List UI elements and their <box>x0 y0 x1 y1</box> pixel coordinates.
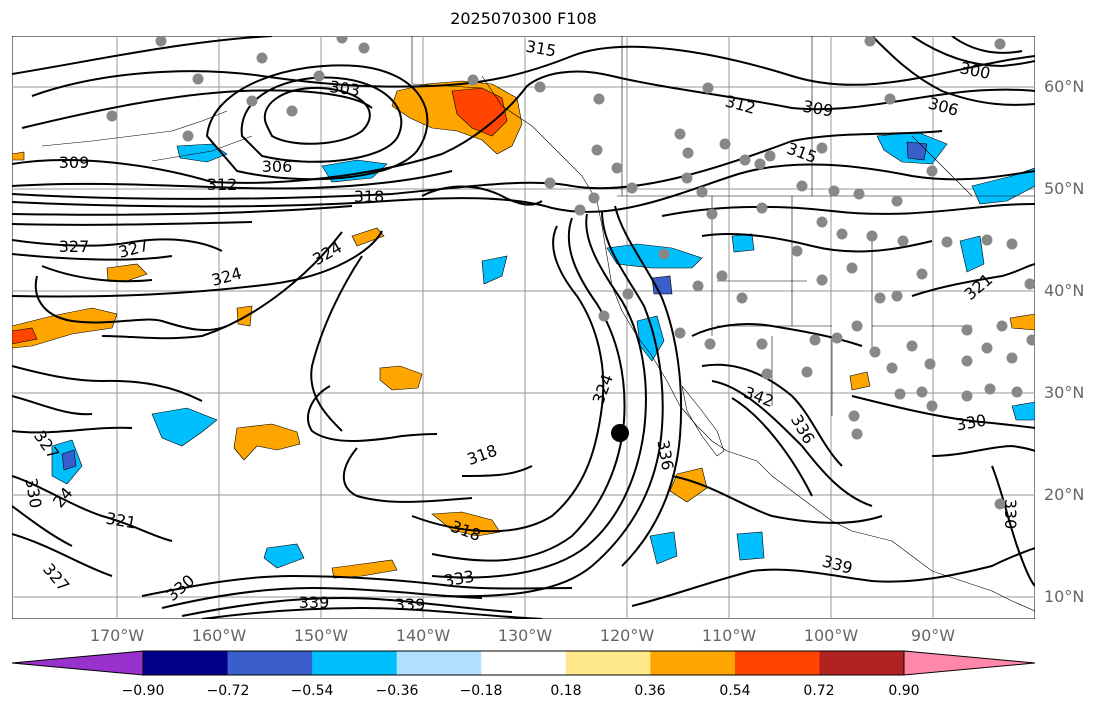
coastlines <box>41 36 1035 612</box>
lat-label: 50°N <box>1044 179 1085 198</box>
contour-label: 339 <box>299 593 330 612</box>
colorbar-tick-label: 0.18 <box>550 683 582 699</box>
contour-label: 339 <box>395 595 426 614</box>
colorbar-cell <box>565 651 651 675</box>
contour-label: 303 <box>328 77 361 100</box>
colorbar-cell <box>819 651 905 675</box>
contour-label: 327 <box>59 237 90 256</box>
colorbar-tick-label: −0.36 <box>375 683 419 699</box>
colorbar-tick-label: −0.54 <box>290 683 334 699</box>
lon-label: 110°W <box>701 626 757 645</box>
colorbar-tick-label: 0.36 <box>634 683 666 699</box>
lon-label: 120°W <box>599 626 655 645</box>
contour-label: 309 <box>59 153 90 172</box>
colorbar-cell <box>143 651 229 675</box>
lat-label: 10°N <box>1044 587 1085 606</box>
lat-label: 60°N <box>1044 77 1085 96</box>
colorbar-cell <box>396 651 482 675</box>
gridlines <box>12 36 1035 619</box>
lat-label: 20°N <box>1044 485 1085 504</box>
contour-label: 312 <box>207 175 238 194</box>
lon-label: 90°W <box>910 626 956 645</box>
colorbar-cell <box>650 651 736 675</box>
colorbar-cell <box>227 651 313 675</box>
contour-label: 330 <box>1001 499 1020 530</box>
colorbar-over-extend <box>904 651 1035 675</box>
lon-label: 140°W <box>395 626 451 645</box>
map-title: 2025070300 F108 <box>450 9 597 28</box>
shading-positive <box>12 80 1035 579</box>
colorbar-tick-label: 0.54 <box>719 683 751 699</box>
colorbar <box>12 650 1035 676</box>
colorbar-cell <box>734 651 820 675</box>
colorbar-tick-label: 0.90 <box>888 683 920 699</box>
colorbar-tick-label: 0.72 <box>803 683 835 699</box>
station-markers <box>106 36 1035 510</box>
lat-label: 30°N <box>1044 383 1085 402</box>
map-panel: 315 303 312 309 306 300 309 306 312 318 … <box>12 36 1035 619</box>
colorbar-tick-label: −0.18 <box>459 683 503 699</box>
colorbar-cell <box>481 651 567 675</box>
contour-label: 306 <box>262 157 293 176</box>
colorbar-cell <box>312 651 398 675</box>
lon-label: 100°W <box>803 626 859 645</box>
lat-label: 40°N <box>1044 281 1085 300</box>
center-marker <box>611 424 629 442</box>
lon-label: 160°W <box>191 626 247 645</box>
colorbar-tick-label: −0.90 <box>121 683 165 699</box>
colorbar-tick-label: −0.72 <box>206 683 250 699</box>
shading-negative <box>51 131 1035 569</box>
lon-label: 150°W <box>293 626 349 645</box>
lon-label: 170°W <box>89 626 145 645</box>
contour-lines <box>12 36 1035 619</box>
colorbar-under-extend <box>12 651 143 675</box>
lon-label: 130°W <box>497 626 553 645</box>
contour-label: 318 <box>354 187 385 206</box>
